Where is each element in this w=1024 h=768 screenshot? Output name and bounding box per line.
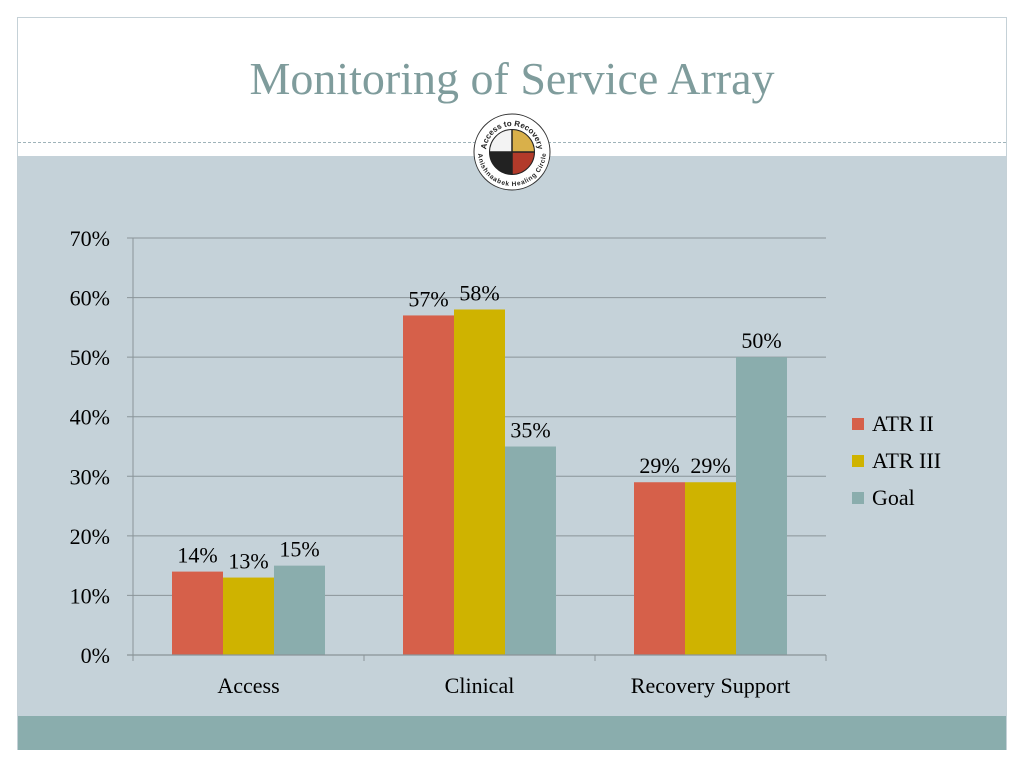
- bar-atr-ii-clinical: [403, 315, 454, 655]
- legend-label: Goal: [872, 485, 915, 510]
- x-category-label: Recovery Support: [631, 673, 790, 698]
- legend-swatch-goal: [852, 492, 864, 504]
- bar-atr-iii-access: [223, 577, 274, 655]
- y-tick-label: 50%: [70, 345, 110, 370]
- legend-label: ATR III: [872, 448, 941, 473]
- slide-title: Monitoring of Service Array: [249, 53, 775, 104]
- y-tick-label: 10%: [70, 583, 110, 608]
- legend-swatch-atr-iii: [852, 455, 864, 467]
- data-label: 50%: [741, 328, 781, 353]
- data-label: 57%: [408, 286, 448, 311]
- x-category-label: Access: [217, 673, 279, 698]
- footer-bar: [18, 716, 1006, 750]
- access-to-recovery-logo: Access to Recovery Anishnaabek Healing C…: [473, 113, 551, 191]
- y-tick-label: 70%: [70, 226, 110, 251]
- data-label: 29%: [690, 453, 730, 478]
- data-label: 14%: [177, 543, 217, 568]
- data-label: 15%: [279, 537, 319, 562]
- data-label: 58%: [459, 280, 499, 305]
- data-label: 13%: [228, 549, 268, 574]
- bar-goal-access: [274, 565, 325, 655]
- bar-atr-iii-recovery-support: [685, 482, 736, 655]
- y-tick-label: 40%: [70, 405, 110, 430]
- legend-swatch-atr-ii: [852, 418, 864, 430]
- y-tick-label: 0%: [81, 643, 110, 668]
- bar-atr-iii-clinical: [454, 309, 505, 655]
- bar-goal-clinical: [505, 446, 556, 655]
- y-tick-label: 60%: [70, 286, 110, 311]
- bar-goal-recovery-support: [736, 357, 787, 655]
- data-label: 35%: [510, 418, 550, 443]
- y-tick-label: 20%: [70, 524, 110, 549]
- bar-atr-ii-access: [172, 571, 223, 655]
- y-tick-label: 30%: [70, 464, 110, 489]
- legend-label: ATR II: [872, 411, 934, 436]
- bar-atr-ii-recovery-support: [634, 482, 685, 655]
- data-label: 29%: [639, 453, 679, 478]
- x-category-label: Clinical: [445, 673, 515, 698]
